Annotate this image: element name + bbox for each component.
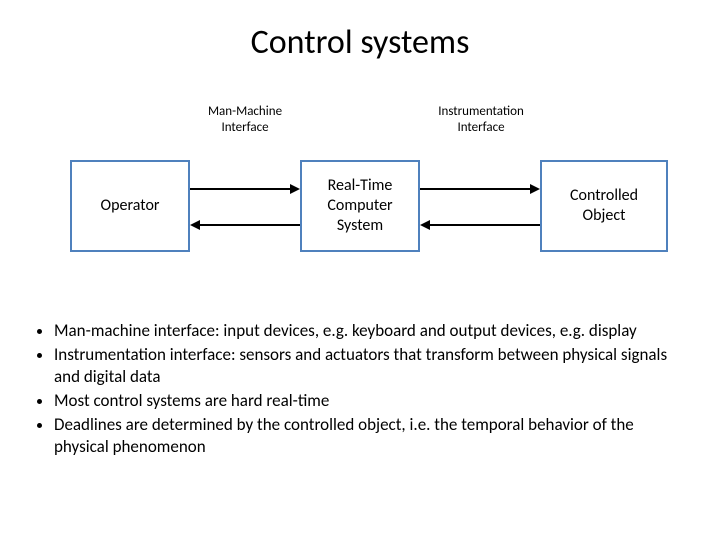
arrow-line [200,224,300,226]
rtcs-box: Real-Time Computer System [300,160,420,252]
bullet-ul: Man-machine interface: input devices, e.… [32,320,692,459]
bullet-item: Man-machine interface: input devices, e.… [54,320,692,342]
man-machine-interface-label: Man-MachineInterface [195,104,295,135]
arrow-head-icon [290,184,300,194]
arrow-head-icon [190,220,200,230]
slide-title: Control systems [0,22,720,63]
controlled-box: Controlled Object [540,160,668,252]
bullet-item: Deadlines are determined by the controll… [54,414,692,458]
arrow-line [430,224,540,226]
arrow-head-icon [420,220,430,230]
bullet-list: Man-machine interface: input devices, e.… [32,320,692,461]
diagram-area: Man-MachineInterface InstrumentationInter… [0,100,720,290]
arrow-head-icon [530,184,540,194]
arrow-line [190,188,290,190]
operator-box: Operator [70,160,190,252]
arrow-line [420,188,530,190]
bullet-item: Most control systems are hard real-time [54,390,692,412]
instrumentation-interface-label: InstrumentationInterface [426,104,536,135]
bullet-item: Instrumentation interface: sensors and a… [54,344,692,388]
